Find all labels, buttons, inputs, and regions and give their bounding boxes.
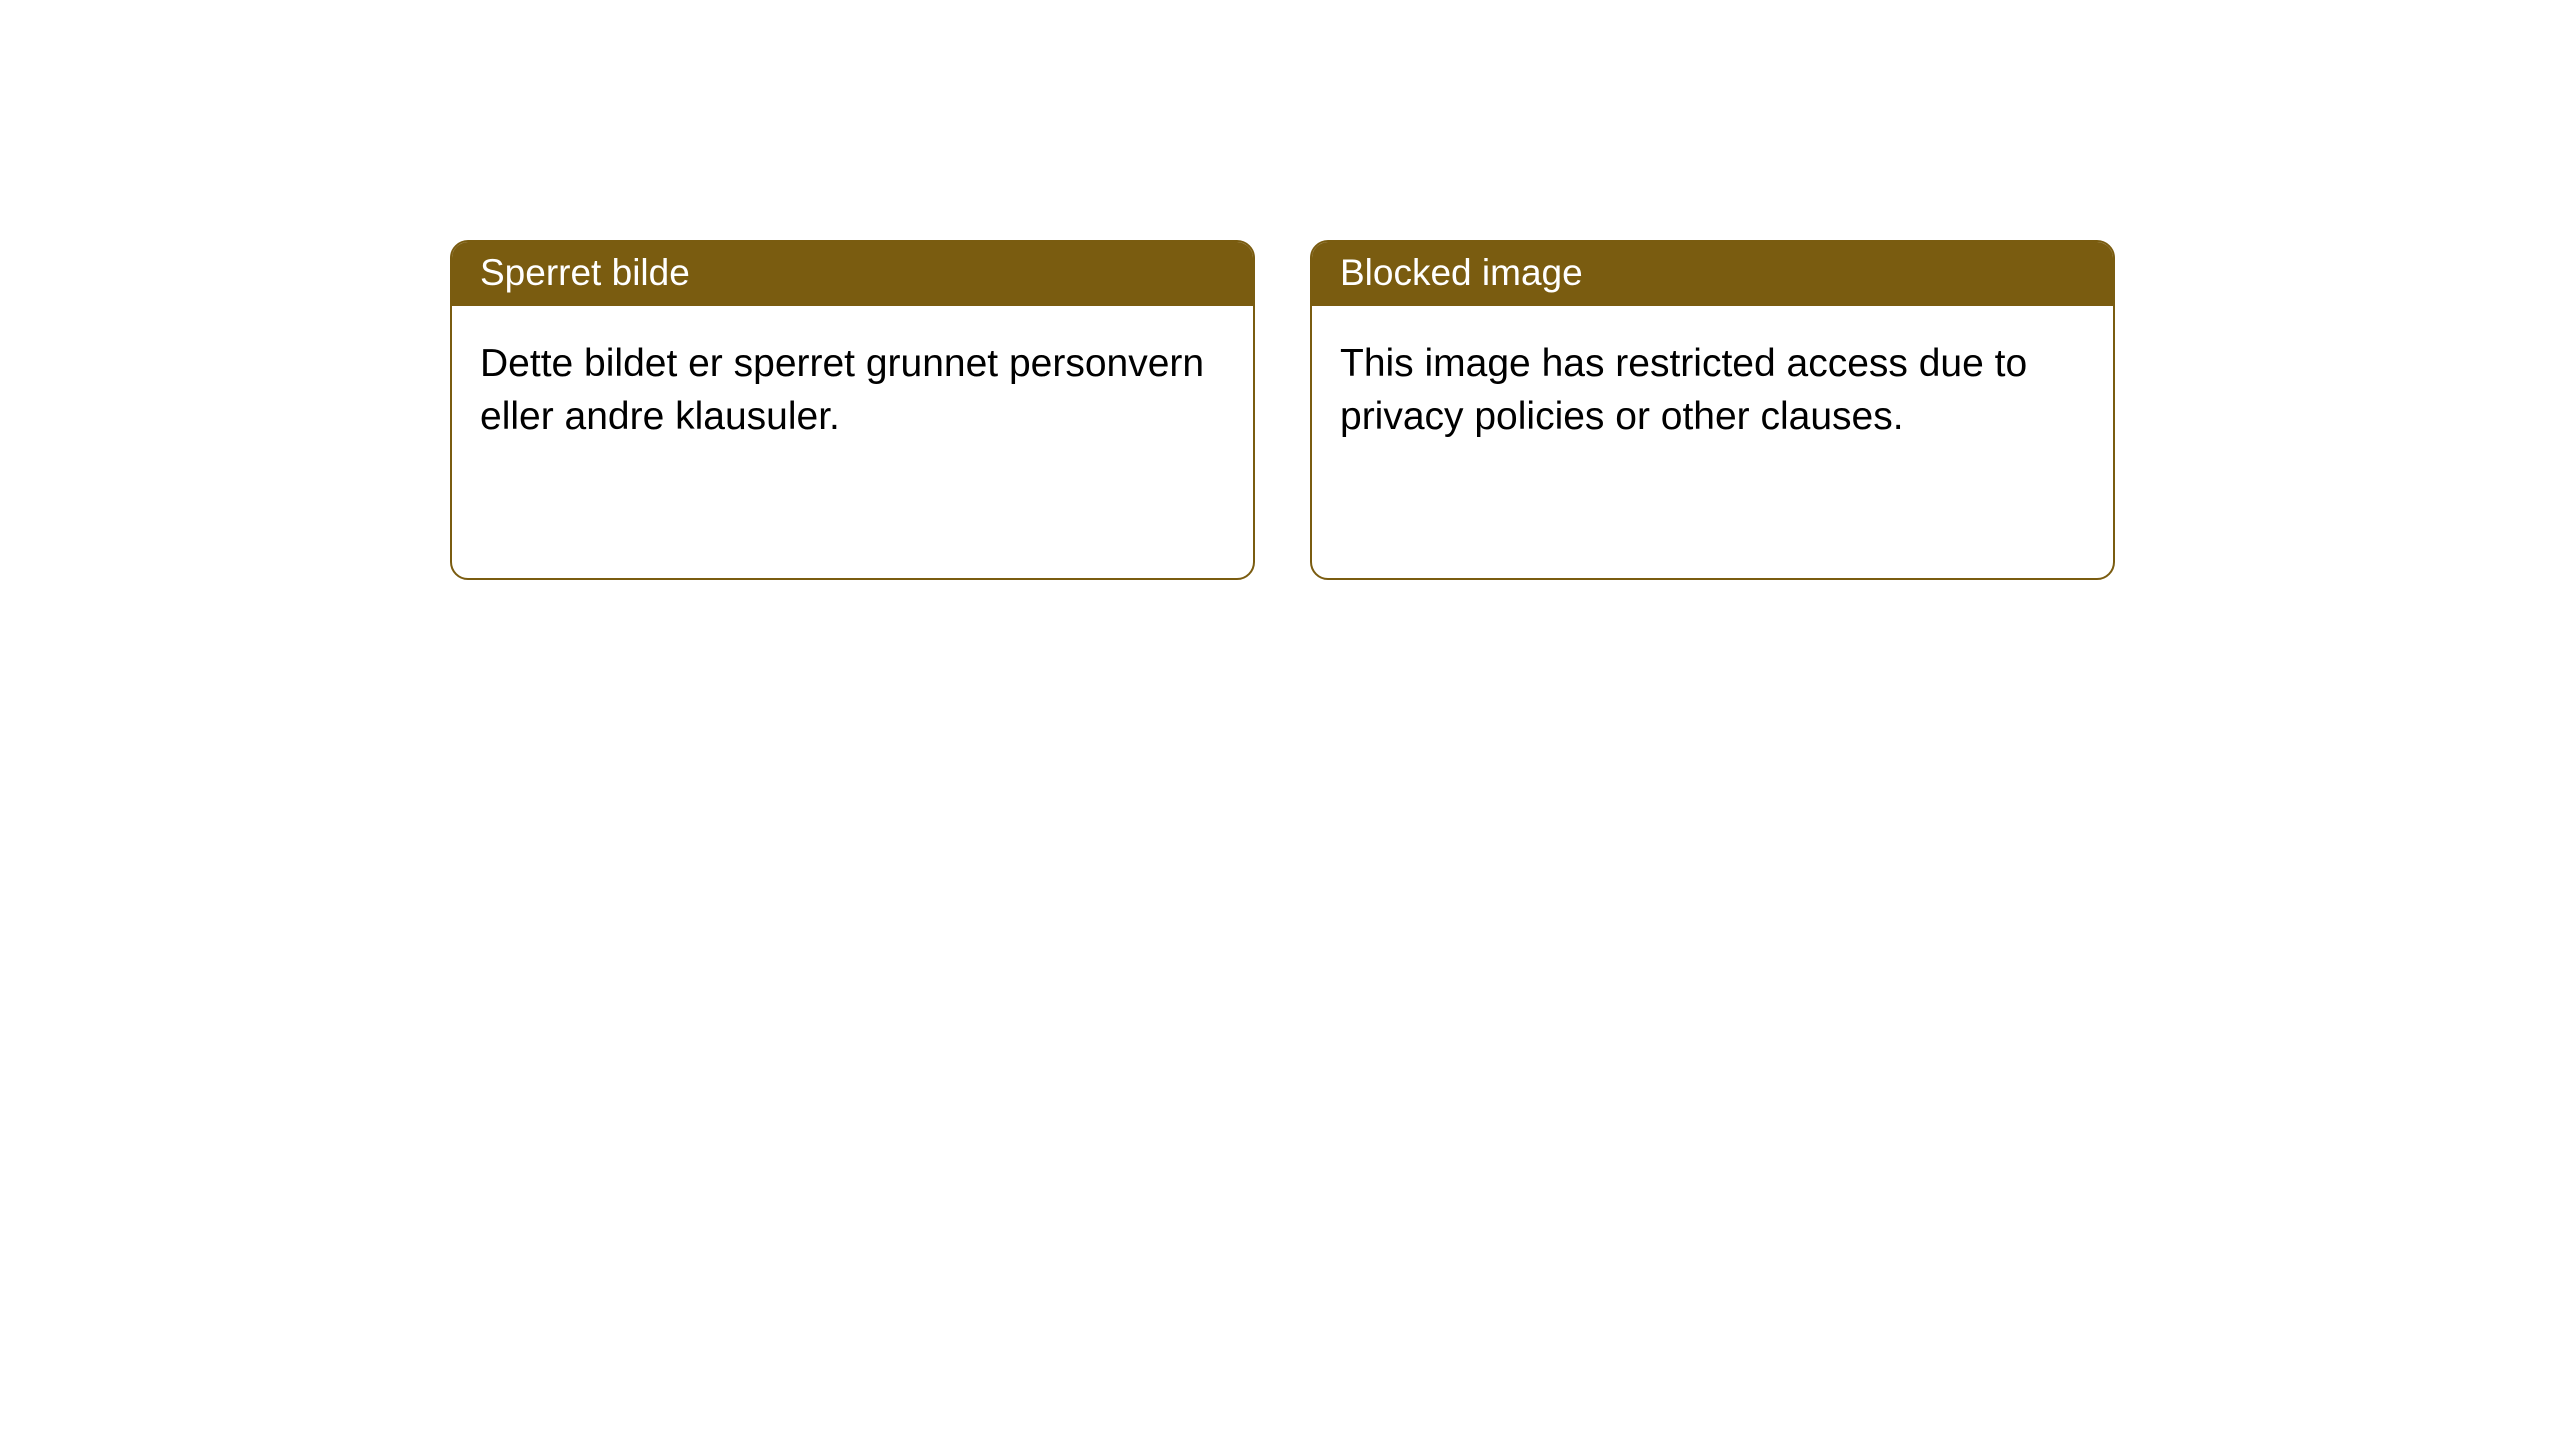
card-header: Blocked image [1312, 242, 2113, 306]
card-body: Dette bildet er sperret grunnet personve… [452, 306, 1253, 578]
card-body: This image has restricted access due to … [1312, 306, 2113, 578]
notice-card-english: Blocked image This image has restricted … [1310, 240, 2115, 580]
notice-card-norwegian: Sperret bilde Dette bildet er sperret gr… [450, 240, 1255, 580]
notice-container: Sperret bilde Dette bildet er sperret gr… [0, 0, 2560, 580]
card-header: Sperret bilde [452, 242, 1253, 306]
